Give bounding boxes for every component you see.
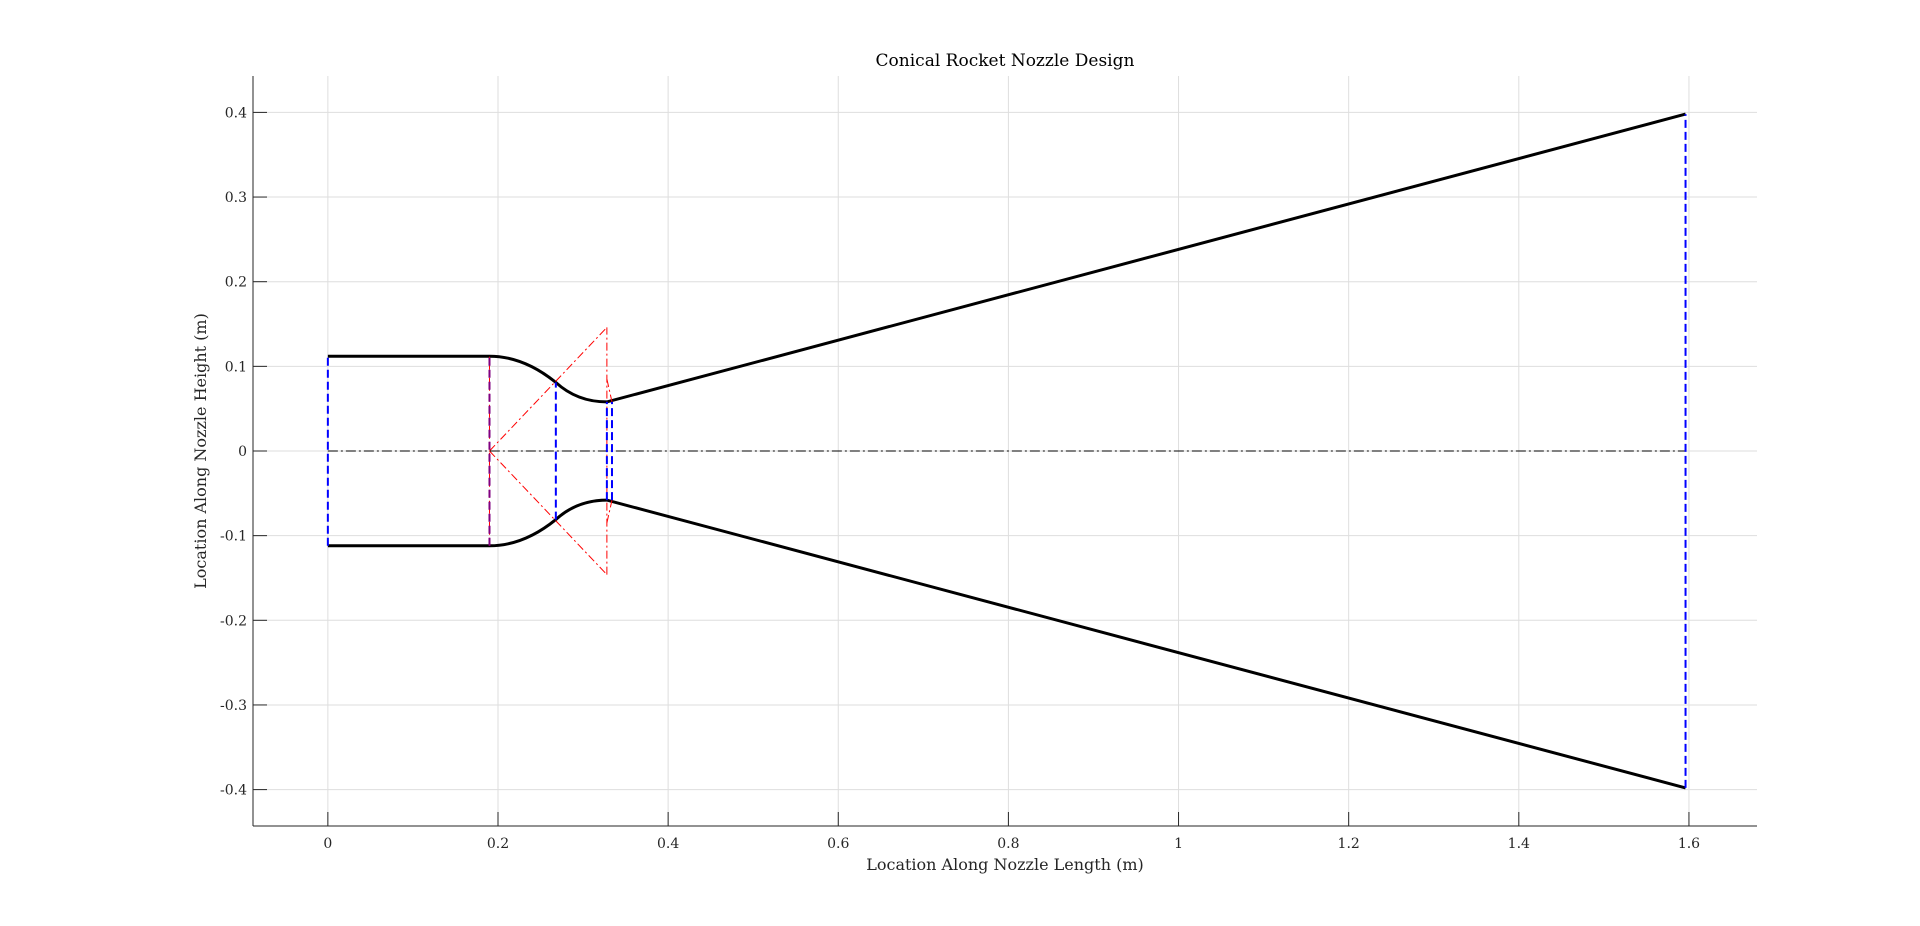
tick-labels: 0 0.2 0.4 0.6 0.8 1 1.2 1.4 1.6 -0.4 -0.3 -0.2 -0.1 0… [220, 105, 1700, 852]
x-tick-label: 0.8 [997, 836, 1019, 852]
x-tick-label: 1.6 [1678, 836, 1700, 852]
lower-wall-contour [327, 498, 1686, 790]
axes [252, 76, 1757, 827]
x-tick-label: 1 [1174, 836, 1183, 852]
y-tick-label: 0.3 [225, 190, 247, 206]
x-tick-label: 0.2 [487, 836, 509, 852]
x-tick-label: 0.4 [657, 836, 679, 852]
x-axis-label: Location Along Nozzle Length (m) [866, 855, 1144, 874]
construction-line [606, 499, 613, 524]
y-tick-label: 0.2 [225, 275, 247, 291]
x-tick-label: 0 [323, 836, 332, 852]
y-tick-label: -0.3 [220, 698, 247, 714]
x-tick-label: 1.2 [1338, 836, 1360, 852]
y-tick-label: -0.4 [220, 783, 247, 799]
construction-line [606, 378, 613, 403]
y-tick-label: -0.2 [220, 613, 247, 629]
y-tick-label: 0.1 [225, 359, 247, 375]
y-tick-label: -0.1 [220, 529, 247, 545]
y-tick-label: 0 [238, 444, 247, 460]
x-tick-label: 1.4 [1508, 836, 1530, 852]
chart-title: Conical Rocket Nozzle Design [876, 51, 1135, 71]
construction-line [489, 327, 608, 452]
construction-line [489, 450, 608, 575]
plot-series [326, 112, 1687, 790]
upper-wall-contour [327, 112, 1686, 404]
y-axis-label: Location Along Nozzle Height (m) [191, 313, 210, 589]
y-tick-label: 0.4 [225, 105, 247, 121]
x-tick-label: 0.6 [827, 836, 849, 852]
